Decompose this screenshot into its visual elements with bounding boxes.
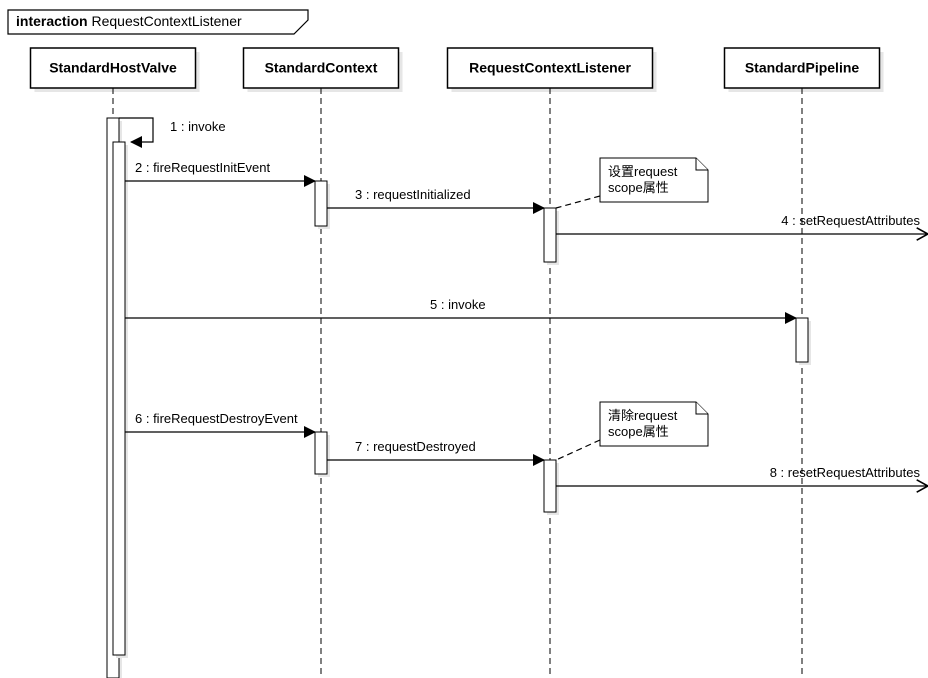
frame-tab: interaction RequestContextListener xyxy=(8,10,308,34)
lifeline-sp: StandardPipeline xyxy=(725,48,880,88)
message-3: 3 : requestInitialized xyxy=(327,187,544,208)
note-1: 清除requestscope属性 xyxy=(556,402,708,460)
note-0: 设置requestscope属性 xyxy=(556,158,708,208)
message-5: 5 : invoke xyxy=(125,297,796,318)
svg-text:RequestContextListener: RequestContextListener xyxy=(469,60,631,76)
message-8: 8 : resetRequestAttributes xyxy=(556,465,928,486)
svg-text:3 : requestInitialized: 3 : requestInitialized xyxy=(355,187,471,202)
activation-rcl xyxy=(544,460,556,512)
sequence-diagram: interaction RequestContextListener Stand… xyxy=(0,0,928,678)
message-2: 2 : fireRequestInitEvent xyxy=(125,160,315,181)
svg-text:1 : invoke: 1 : invoke xyxy=(170,119,226,134)
message-1: 1 : invoke xyxy=(119,118,226,142)
svg-text:设置request: 设置request xyxy=(608,164,678,179)
svg-text:StandardHostValve: StandardHostValve xyxy=(49,60,177,76)
svg-text:5 : invoke: 5 : invoke xyxy=(430,297,486,312)
svg-text:4 : setRequestAttributes: 4 : setRequestAttributes xyxy=(781,213,920,228)
activation-shv xyxy=(113,142,125,655)
svg-text:interaction RequestContextList: interaction RequestContextListener xyxy=(16,13,242,29)
svg-text:scope属性: scope属性 xyxy=(608,180,669,195)
lifeline-shv: StandardHostValve xyxy=(31,48,196,88)
svg-text:StandardContext: StandardContext xyxy=(265,60,378,76)
activation-rcl xyxy=(544,208,556,262)
svg-text:8 : resetRequestAttributes: 8 : resetRequestAttributes xyxy=(770,465,921,480)
svg-text:6 : fireRequestDestroyEvent: 6 : fireRequestDestroyEvent xyxy=(135,411,298,426)
activation-sc xyxy=(315,432,327,474)
activation-sp xyxy=(796,318,808,362)
svg-text:scope属性: scope属性 xyxy=(608,424,669,439)
lifeline-sc: StandardContext xyxy=(244,48,399,88)
message-6: 6 : fireRequestDestroyEvent xyxy=(125,411,315,432)
svg-text:7 : requestDestroyed: 7 : requestDestroyed xyxy=(355,439,476,454)
message-7: 7 : requestDestroyed xyxy=(327,439,544,460)
svg-text:StandardPipeline: StandardPipeline xyxy=(745,60,860,76)
lifeline-rcl: RequestContextListener xyxy=(448,48,653,88)
svg-text:2 : fireRequestInitEvent: 2 : fireRequestInitEvent xyxy=(135,160,271,175)
message-4: 4 : setRequestAttributes xyxy=(556,213,928,234)
activation-sc xyxy=(315,181,327,226)
svg-text:清除request: 清除request xyxy=(608,408,678,423)
